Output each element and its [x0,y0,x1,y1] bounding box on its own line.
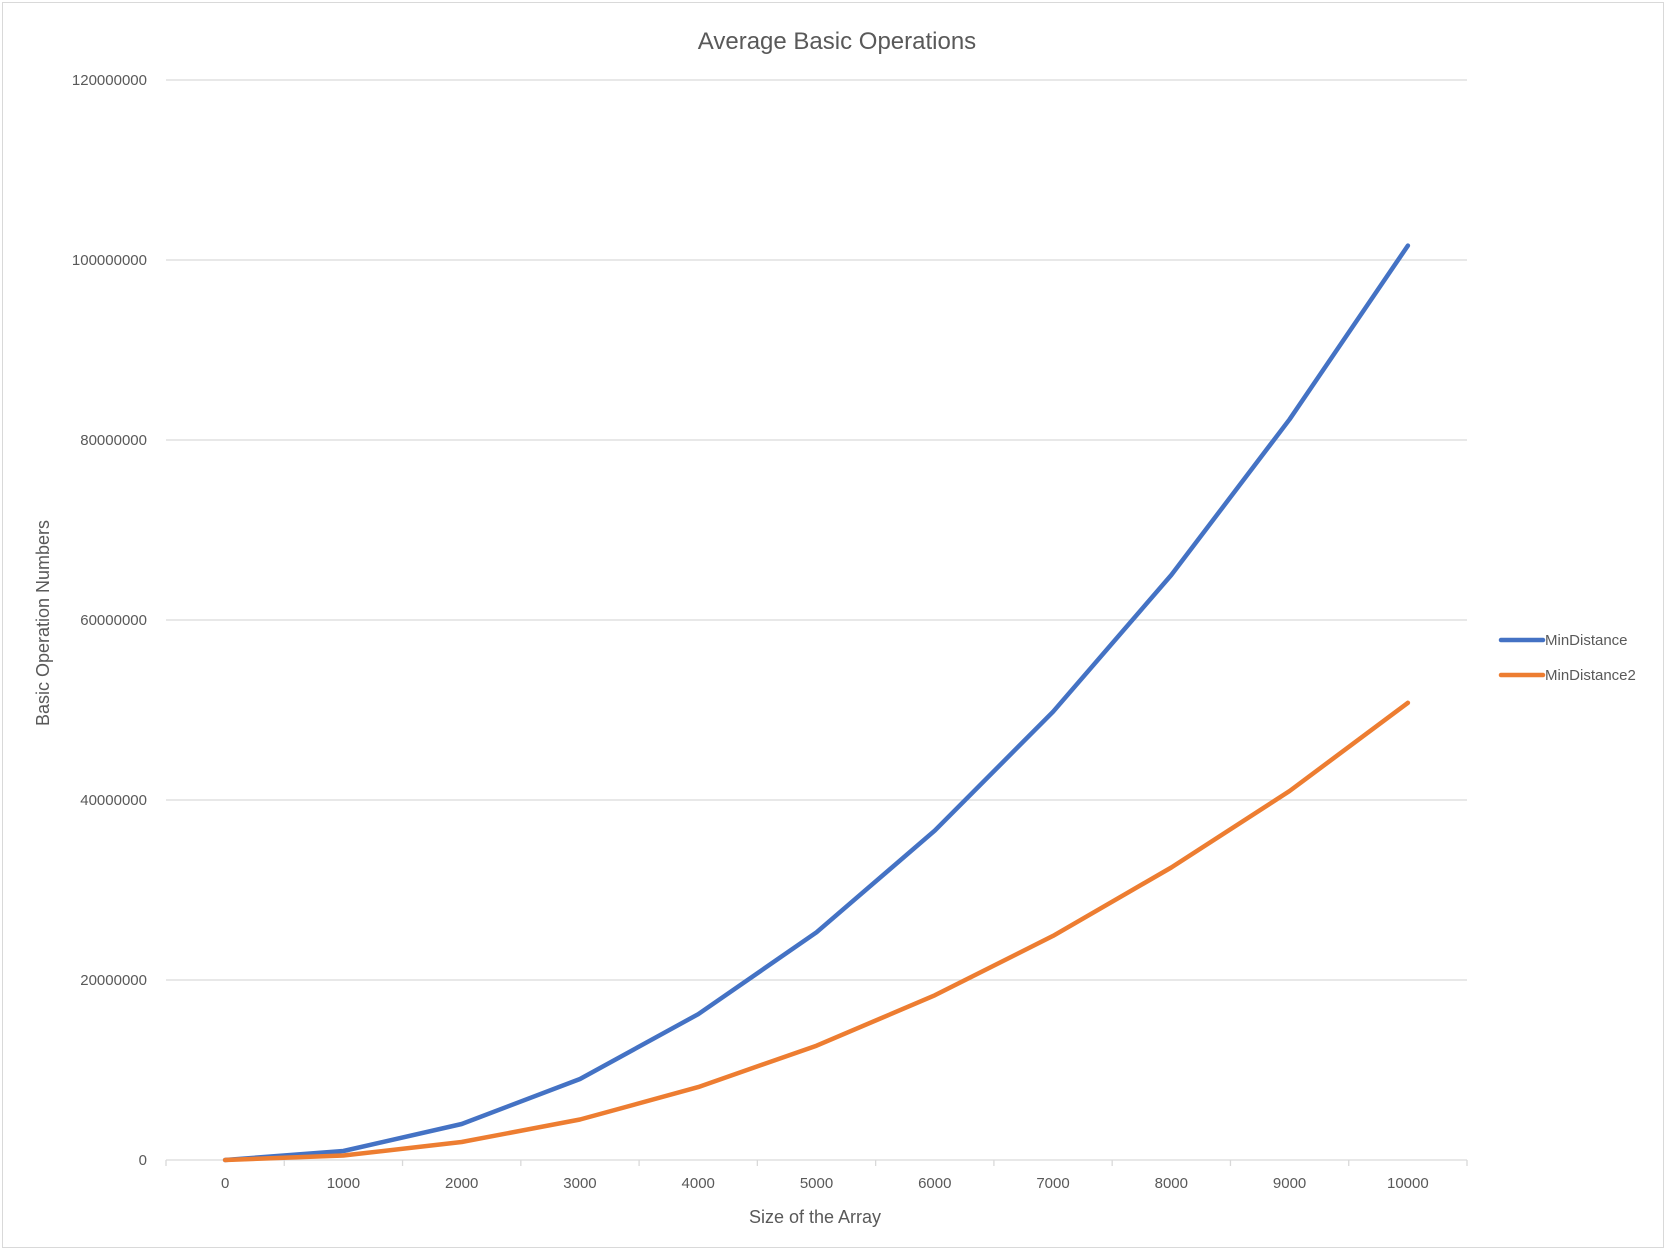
y-tick-label: 60000000 [80,612,147,629]
x-tick-label: 10000 [1387,1175,1429,1192]
x-axis-ticks: 0 1000 2000 3000 4000 5000 6000 7000 8000 9000 100… [165,1160,1468,1192]
x-tick-label: 3000 [563,1175,596,1192]
x-tick-label: 1000 [327,1175,360,1192]
y-axis-ticks: 0 20000000 40000000 60000000 80000000 1000000… [72,72,147,1169]
y-tick-label: 80000000 [80,432,147,449]
y-axis-title: Basic Operation Numbers [33,520,53,726]
series-lines [222,243,1411,1163]
x-tick-label: 0 [221,1175,229,1192]
legend-label: MinDistance [1545,632,1628,649]
series-line-mindistance [222,243,1411,1163]
y-tick-label: 0 [139,1152,147,1169]
x-tick-label: 5000 [800,1175,833,1192]
y-tick-label: 100000000 [72,252,147,269]
x-axis-title: Size of the Array [749,1207,881,1227]
y-tick-label: 20000000 [80,972,147,989]
series-line-mindistance2 [222,700,1411,1163]
line-chart: Average Basic Operations 020000000400000… [33,28,1636,1227]
y-tick-label: 40000000 [80,792,147,809]
x-tick-label: 7000 [1036,1175,1069,1192]
x-tick-label: 8000 [1155,1175,1188,1192]
chart-title: Average Basic Operations [698,28,976,55]
legend: MinDistance MinDistance2 [1498,632,1636,684]
x-tick-label: 2000 [445,1175,478,1192]
legend-label: MinDistance2 [1545,667,1636,684]
gridlines [166,79,1467,1161]
x-tick-label: 9000 [1273,1175,1306,1192]
y-tick-label: 120000000 [72,72,147,89]
x-tick-label: 6000 [918,1175,951,1192]
x-tick-label: 4000 [682,1175,715,1192]
